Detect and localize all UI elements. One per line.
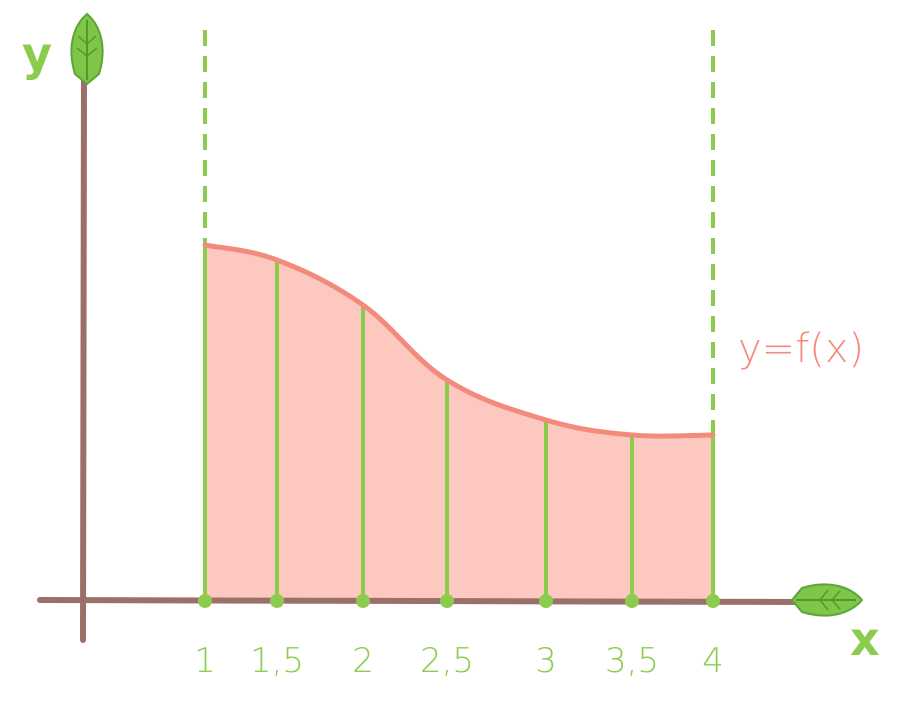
- x-axis: [37, 597, 803, 605]
- curve-label: y=f(x): [738, 326, 864, 372]
- x-tick-label: 3: [535, 641, 557, 681]
- partition-point: [625, 594, 639, 608]
- y-axis: [80, 67, 87, 643]
- area-under-curve: [205, 245, 713, 600]
- partition-point: [440, 594, 454, 608]
- x-axis-leaf-arrow-icon: [790, 583, 864, 617]
- x-tick-labels: 1 1,5 2 2,5 3 3,5 4: [194, 641, 724, 681]
- partition-point: [356, 594, 370, 608]
- x-axis-label: x: [850, 612, 880, 666]
- x-tick-label: 1: [194, 641, 216, 681]
- partition-point: [198, 594, 212, 608]
- x-tick-label: 2,5: [420, 641, 474, 681]
- x-tick-label: 1,5: [250, 641, 304, 681]
- y-axis-leaf-arrow-icon: [70, 12, 104, 86]
- partition-point: [539, 594, 553, 608]
- x-tick-label: 3,5: [605, 641, 659, 681]
- partition-point: [270, 594, 284, 608]
- partition-points: [198, 594, 720, 608]
- function-curve: [202, 242, 716, 439]
- y-axis-label: y: [22, 27, 52, 81]
- x-tick-label: 2: [352, 641, 374, 681]
- x-tick-label: 4: [702, 641, 724, 681]
- partition-point: [706, 594, 720, 608]
- partition-lines: [203, 247, 715, 600]
